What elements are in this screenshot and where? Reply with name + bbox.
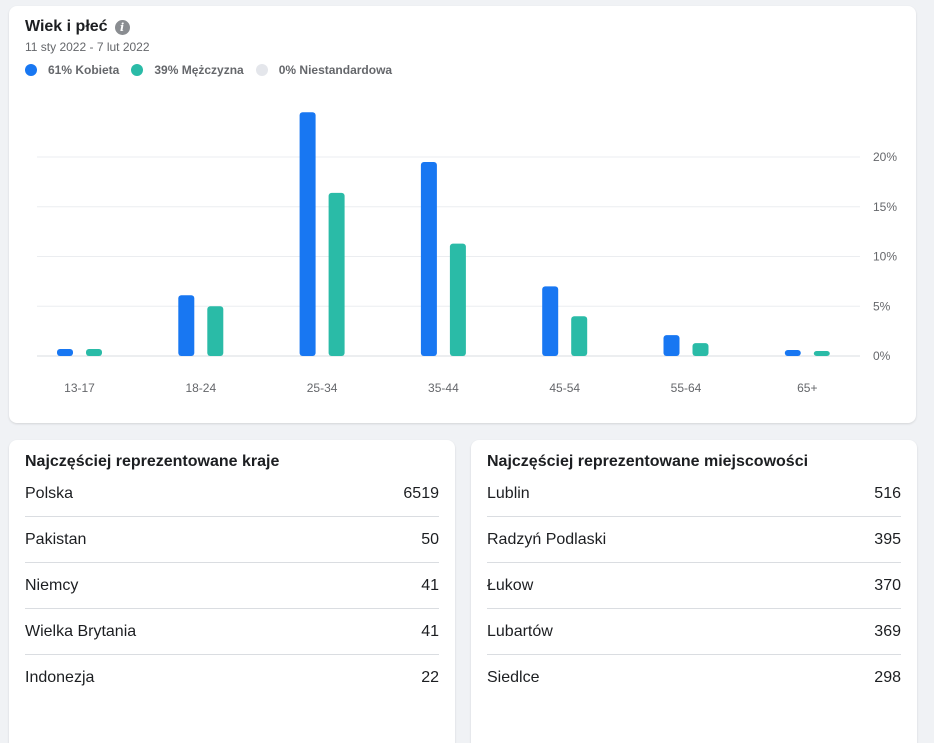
list-item-name: Lublin [487, 484, 530, 502]
list-item-name: Łukow [487, 576, 534, 594]
list-item: Niemcy 41 [25, 563, 439, 609]
list-item-value: 369 [874, 622, 901, 640]
bar-female-45-54[interactable] [542, 286, 559, 356]
bar-female-18-24[interactable] [178, 295, 195, 356]
bar-male-55-64[interactable] [692, 343, 709, 356]
list-item-name: Pakistan [25, 530, 87, 548]
legend-dot-icon [255, 64, 268, 76]
info-icon[interactable]: i [114, 19, 130, 35]
list-item-name: Wielka Brytania [25, 622, 137, 640]
age-gender-chart: 0% 5% 10% 15% 20% 13-17 18-24 25-34 35-44 45-54 55… [37, 112, 897, 395]
list-item: Lubartów 369 [487, 609, 901, 655]
bar-female-55-64[interactable] [663, 335, 680, 356]
age-gender-card: 0% 5% 10% 15% 20% 13-17 18-24 25-34 35-44 45-54 55… [9, 6, 916, 423]
list-item-value: 50 [421, 530, 439, 548]
list-item-name: Lubartów [487, 622, 553, 640]
bar-female-35-44[interactable] [420, 161, 437, 356]
list-item: Lublin 516 [487, 471, 901, 517]
x-tick-label: 18-24 [185, 381, 216, 395]
x-tick-label: 65+ [797, 381, 817, 395]
list-item: Polska 6519 [25, 471, 439, 517]
list-item-name: Niemcy [25, 576, 79, 594]
x-tick-label: 45-54 [549, 381, 580, 395]
list-item-value: 395 [874, 530, 901, 548]
list-item: Wielka Brytania 41 [25, 609, 439, 655]
legend-item[interactable]: 61% Kobieta [25, 63, 119, 77]
bar-female-65+[interactable] [784, 350, 801, 356]
date-range: 11 sty 2022 - 7 lut 2022 [25, 40, 150, 54]
chart-title-row: Wiek i płeć i [25, 18, 130, 36]
y-tick-label: 5% [873, 299, 891, 313]
bar-male-35-44[interactable] [449, 243, 466, 356]
list-item-value: 516 [874, 484, 901, 502]
top-cities-title: Najczęściej reprezentowane miejscowości [487, 453, 809, 470]
list-item-value: 370 [874, 576, 901, 594]
bar-male-25-34[interactable] [328, 192, 345, 356]
list-item-value: 6519 [403, 484, 439, 502]
list-item: Radzyń Podlaski 395 [487, 517, 901, 563]
legend-item[interactable]: 39% Mężczyzna [131, 63, 244, 77]
list-item-value: 298 [874, 669, 901, 686]
bar-male-13-17[interactable] [86, 349, 102, 356]
bar-female-25-34[interactable] [299, 112, 316, 356]
x-tick-label: 35-44 [428, 381, 459, 395]
top-countries-list: Polska 6519 Pakistan 50 Niemcy 41 Wielka Bryta… [25, 471, 439, 701]
legend-label: 61% Kobieta [48, 63, 120, 77]
legend-label: 0% Niestandardowa [278, 63, 393, 77]
bar-male-45-54[interactable] [571, 316, 588, 356]
list-item: Łukow 370 [487, 563, 901, 609]
x-tick-label: 13-17 [64, 381, 95, 395]
list-item-value: 22 [421, 669, 439, 686]
list-item-value: 41 [421, 622, 439, 640]
top-countries-card: Najczęściej reprezentowane kraje Polska 6… [9, 440, 455, 743]
chart-title: Wiek i płeć [25, 18, 108, 35]
list-item-name: Siedlce [487, 669, 540, 686]
list-item-name: Radzyń Podlaski [487, 530, 607, 548]
chart-legend: 61% Kobieta 39% Mężczyzna 0% Niestandardow… [25, 63, 404, 77]
y-tick-label: 0% [873, 349, 891, 363]
legend-item[interactable]: 0% Niestandardowa [255, 63, 393, 77]
list-item-name: Indonezja [25, 669, 95, 686]
list-item-value: 41 [421, 576, 439, 594]
legend-dot-icon [25, 64, 37, 76]
list-item: Siedlce 298 [487, 655, 901, 701]
y-tick-label: 10% [873, 250, 897, 264]
list-item: Indonezja 22 [25, 655, 439, 701]
top-cities-list: Lublin 516 Radzyń Podlaski 395 Łukow 370 Lubar… [487, 471, 901, 701]
bar-female-13-17[interactable] [57, 349, 73, 356]
list-item: Pakistan 50 [25, 517, 439, 563]
y-tick-label: 15% [873, 200, 897, 214]
x-tick-label: 55-64 [671, 381, 702, 395]
y-tick-label: 20% [873, 150, 897, 164]
x-tick-label: 25-34 [307, 381, 338, 395]
top-countries-title: Najczęściej reprezentowane kraje [25, 453, 280, 470]
bar-male-65+[interactable] [813, 351, 830, 356]
legend-dot-icon [131, 64, 144, 76]
bar-male-18-24[interactable] [207, 306, 224, 356]
list-item-name: Polska [25, 484, 74, 502]
legend-label: 39% Mężczyzna [154, 63, 244, 77]
top-cities-card: Najczęściej reprezentowane miejscowości … [471, 440, 917, 743]
